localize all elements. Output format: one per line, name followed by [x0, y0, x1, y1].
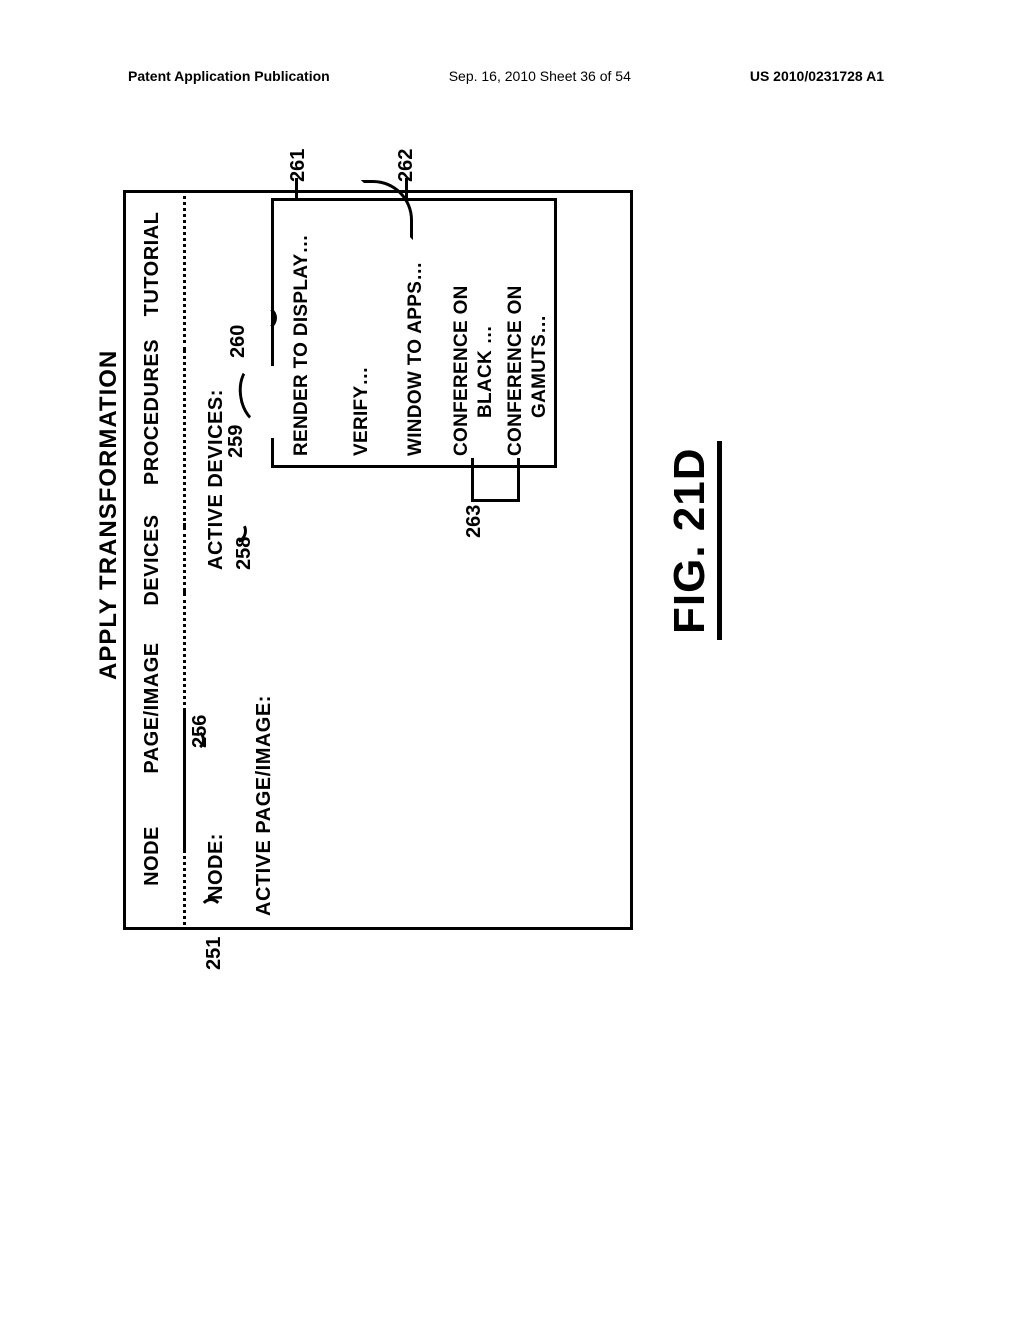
header-center: Sep. 16, 2010 Sheet 36 of 54	[449, 68, 631, 84]
tab-procedures[interactable]: PROCEDURES	[127, 338, 185, 486]
active-devices-label: ACTIVE DEVICES:	[205, 389, 228, 570]
menu-item-conf-gamuts[interactable]: CONFERENCE ON	[505, 285, 527, 456]
menu-item-conf-black-2: BLACK …	[475, 325, 497, 418]
ref-259: 259	[225, 425, 248, 458]
leader-line	[295, 178, 298, 200]
ref-260: 260	[227, 325, 250, 358]
ref-261: 261	[287, 149, 310, 182]
menu-item-window-apps[interactable]: WINDOW TO APPS…	[405, 262, 427, 457]
leader-line	[243, 304, 277, 332]
tab-separator	[183, 850, 186, 930]
tab-separator	[183, 592, 186, 712]
tab-tutorial[interactable]: TUTORIAL	[127, 190, 185, 338]
leader-line	[471, 458, 474, 502]
menu-item-render[interactable]: RENDER TO DISPLAY…	[291, 234, 313, 456]
figure-label: FIG. 21D	[665, 442, 722, 641]
figure-area: APPLY TRANSFORMATION NODE PAGE/IMAGE DEV…	[105, 170, 905, 940]
header-left: Patent Application Publication	[128, 68, 330, 84]
tab-separator	[183, 350, 186, 526]
tab-devices[interactable]: DEVICES	[127, 486, 185, 634]
node-label: NODE:	[205, 833, 228, 900]
leader-line	[471, 499, 519, 502]
header-right: US 2010/0231728 A1	[750, 68, 884, 84]
ref-251: 251	[203, 937, 226, 970]
active-page-label: ACTIVE PAGE/IMAGE:	[253, 695, 276, 916]
page-header: Patent Application Publication Sep. 16, …	[0, 68, 1024, 84]
tab-separator	[183, 190, 186, 350]
ref-263: 263	[463, 505, 486, 538]
menu-item-verify[interactable]: VERIFY…	[351, 366, 373, 456]
menu-item-conf-gamuts-2: GAMUTS…	[529, 315, 551, 418]
tab-node[interactable]: NODE	[127, 782, 185, 930]
leader-line	[177, 728, 205, 752]
tab-separator	[183, 526, 186, 592]
window-title: APPLY TRANSFORMATION	[95, 350, 123, 680]
tab-page-image[interactable]: PAGE/IMAGE	[127, 634, 185, 782]
leader-line	[199, 898, 223, 926]
tabs: NODE PAGE/IMAGE DEVICES PROCEDURES TUTOR…	[127, 190, 185, 930]
leader-line	[517, 458, 520, 502]
menu-item-conf-black[interactable]: CONFERENCE ON	[451, 285, 473, 456]
ref-262: 262	[395, 149, 418, 182]
